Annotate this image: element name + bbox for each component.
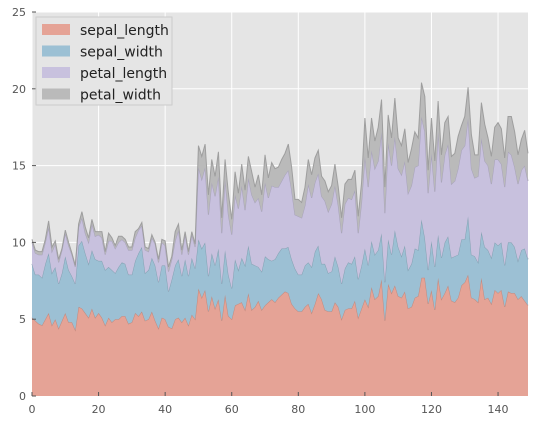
area-petal-width	[32, 82, 528, 272]
x-tick-label: 40	[158, 403, 172, 416]
legend-swatch-petal-length	[42, 67, 70, 78]
legend: sepal_length sepal_width petal_lengthpetal…	[35, 16, 173, 106]
area-petal-length	[32, 116, 528, 292]
x-axis-ticks: 0 20 40 60 80 100 120 140	[29, 392, 509, 416]
legend-label-petal-width: petal_width	[80, 88, 161, 104]
legend-label-sepal-width: sepal_width	[80, 45, 163, 61]
x-tick-label: 0	[29, 403, 36, 416]
area-sepal-length	[32, 274, 528, 396]
area-edge-petal-width	[31, 82, 529, 268]
legend-label-petal-length: petal_length	[80, 66, 167, 82]
legend-label-sepal-length: sepal_length	[80, 23, 169, 39]
y-tick-label: 15	[12, 160, 26, 173]
area-series	[31, 82, 529, 396]
x-tick-label: 120	[421, 403, 442, 416]
y-tick-label: 0	[19, 390, 26, 403]
x-tick-label: 20	[92, 403, 106, 416]
x-tick-label: 140	[488, 403, 509, 416]
y-tick-label: 20	[12, 83, 26, 96]
x-tick-label: 60	[225, 403, 239, 416]
legend-swatch-sepal-width	[42, 45, 70, 57]
area-sepal-width	[32, 216, 528, 330]
y-tick-label: 25	[12, 6, 26, 19]
y-tick-label: 5	[19, 313, 26, 326]
x-tick-label: 100	[354, 403, 375, 416]
x-tick-label: 80	[291, 403, 305, 416]
y-tick-label: 10	[12, 236, 26, 249]
legend-swatch-sepal-length	[42, 24, 70, 35]
legend-swatch-petal-width	[42, 88, 70, 100]
y-axis-ticks: 0 5 10 15 20 25	[12, 6, 36, 403]
